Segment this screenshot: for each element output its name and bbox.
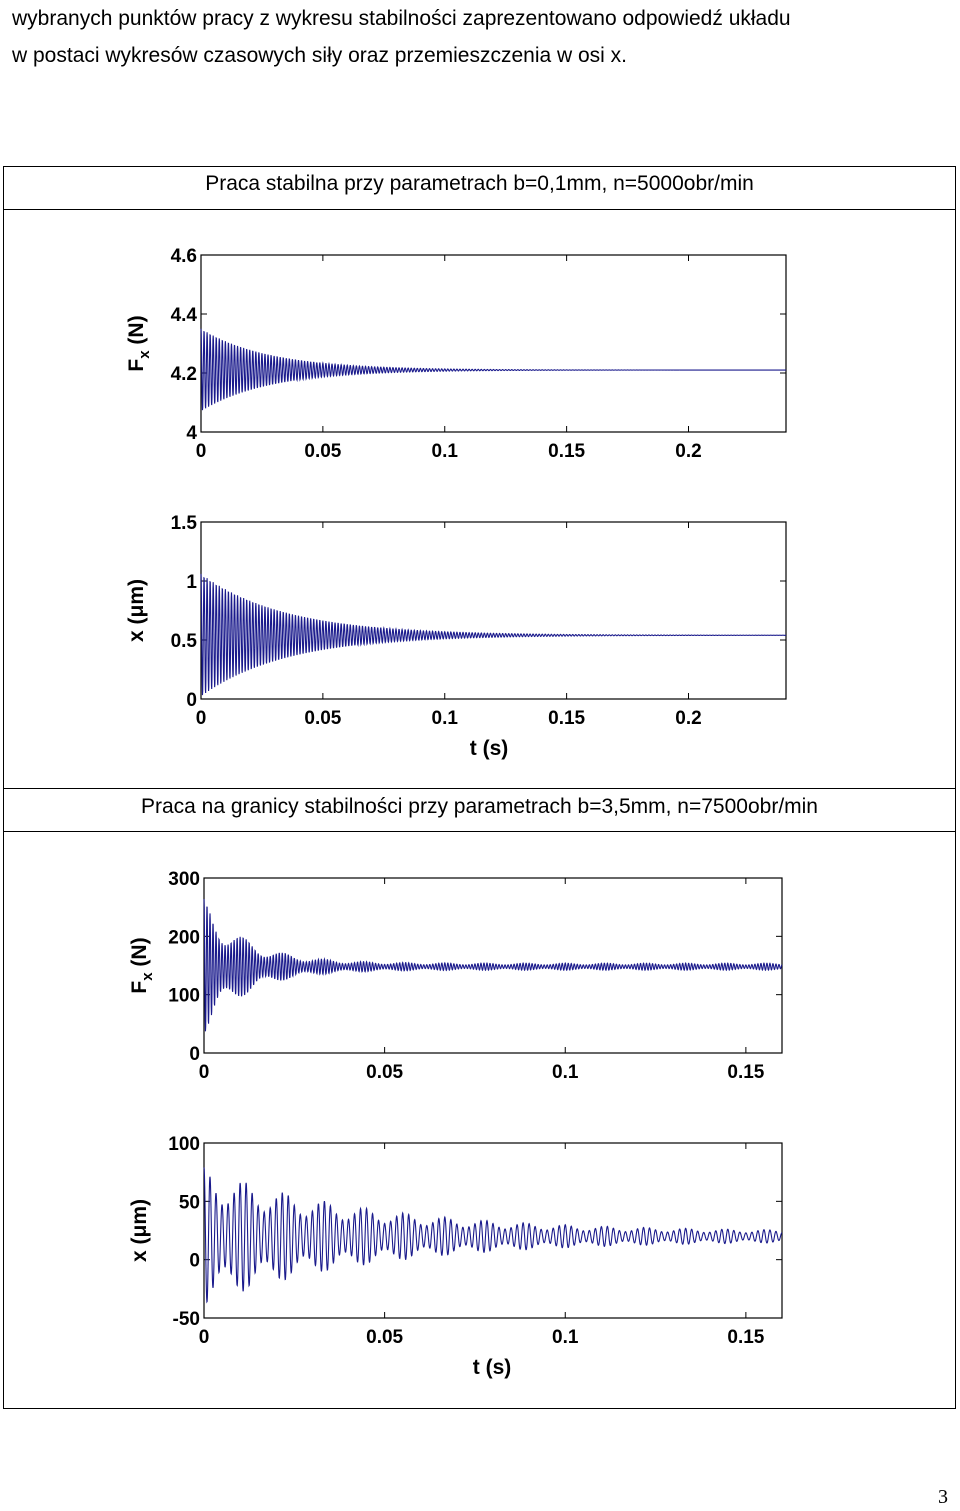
x-tick-label: 0.15	[548, 441, 585, 462]
signal-line	[200, 328, 786, 411]
x-axis-label: t (s)	[470, 737, 509, 760]
y-tick-label: 200	[168, 927, 200, 948]
caption-border-text: Praca na granicy stabilności przy parame…	[140, 795, 818, 818]
y-tick-label: 100	[168, 1134, 200, 1155]
plot-axes-box	[200, 521, 787, 700]
y-tick-label: 1.5	[171, 513, 198, 534]
signal-line	[203, 898, 783, 1032]
y-tick-label: 0.5	[171, 631, 198, 652]
y-tick-label: 4.6	[171, 246, 197, 267]
figure-frame	[3, 166, 956, 1409]
x-tick-label: 0.15	[727, 1327, 764, 1348]
x-tick-label: 0.15	[548, 708, 585, 729]
y-tick-label: 4	[186, 423, 197, 444]
y-tick-label: 0	[189, 1251, 200, 1272]
y-tick-label: 100	[168, 986, 200, 1007]
x-tick-label: 0	[199, 1327, 210, 1348]
x-tick-label: 0.05	[304, 708, 341, 729]
x-tick-label: 0.1	[552, 1062, 579, 1083]
signal-line	[200, 573, 786, 696]
intro-line-1: wybranych punktów pracy z wykresu stabil…	[12, 7, 791, 30]
y-tick-label: -50	[173, 1309, 200, 1330]
page-number: 3	[938, 1486, 948, 1508]
y-tick-label: 0	[186, 690, 197, 711]
plot-fx-stable: 0 0.05 0.1 0.15 0.2 4 4.2 4.4 4.6 Fx (N)	[125, 246, 787, 462]
intro-text: wybranych punktów pracy z wykresu stabil…	[12, 0, 957, 74]
x-tick-label: 0	[199, 1062, 210, 1083]
x-tick-label: 0	[196, 708, 207, 729]
x-axis-label: t (s)	[473, 1356, 512, 1379]
y-tick-label: 4.4	[171, 305, 198, 326]
plot-axes-box	[203, 1142, 783, 1319]
y-axis-label: x (μm)	[128, 1199, 151, 1262]
x-tick-label: 0.1	[552, 1327, 579, 1348]
x-tick-label: 0.1	[432, 708, 459, 729]
x-tick-label: 0.05	[304, 441, 341, 462]
signal-line	[203, 1167, 783, 1304]
x-tick-label: 0.15	[727, 1062, 764, 1083]
x-tick-label: 0.05	[366, 1062, 403, 1083]
plot-x-stable: 0 0.05 0.1 0.15 0.2 0 0.5 1 1.5 x (μm) t (s)	[125, 513, 787, 760]
caption-stable-text: Praca stabilna przy parametrach b=0,1mm,…	[205, 172, 754, 195]
y-tick-label: 0	[189, 1044, 200, 1065]
y-tick-label: 50	[179, 1192, 200, 1213]
x-tick-label: 0.1	[432, 441, 459, 462]
x-tick-label: 0	[196, 441, 207, 462]
x-tick-label: 0.05	[366, 1327, 403, 1348]
y-tick-label: 4.2	[171, 364, 197, 385]
y-axis-label: x (μm)	[125, 579, 148, 642]
x-tick-label: 0.2	[675, 441, 701, 462]
caption-border: Praca na granicy stabilności przy parame…	[3, 788, 956, 832]
plot-fx-border: 0 0.05 0.1 0.15 0 100 200 300 Fx (N)	[128, 869, 783, 1083]
y-tick-label: 300	[168, 869, 200, 890]
y-axis-label: Fx (N)	[128, 937, 156, 993]
plot-axes-box	[200, 254, 787, 433]
intro-line-2: w postaci wykresów czasowych siły oraz p…	[12, 44, 628, 67]
caption-stable: Praca stabilna przy parametrach b=0,1mm,…	[3, 166, 956, 210]
x-tick-label: 0.2	[675, 708, 701, 729]
y-axis-label: Fx (N)	[125, 315, 153, 371]
y-tick-label: 1	[186, 572, 197, 593]
